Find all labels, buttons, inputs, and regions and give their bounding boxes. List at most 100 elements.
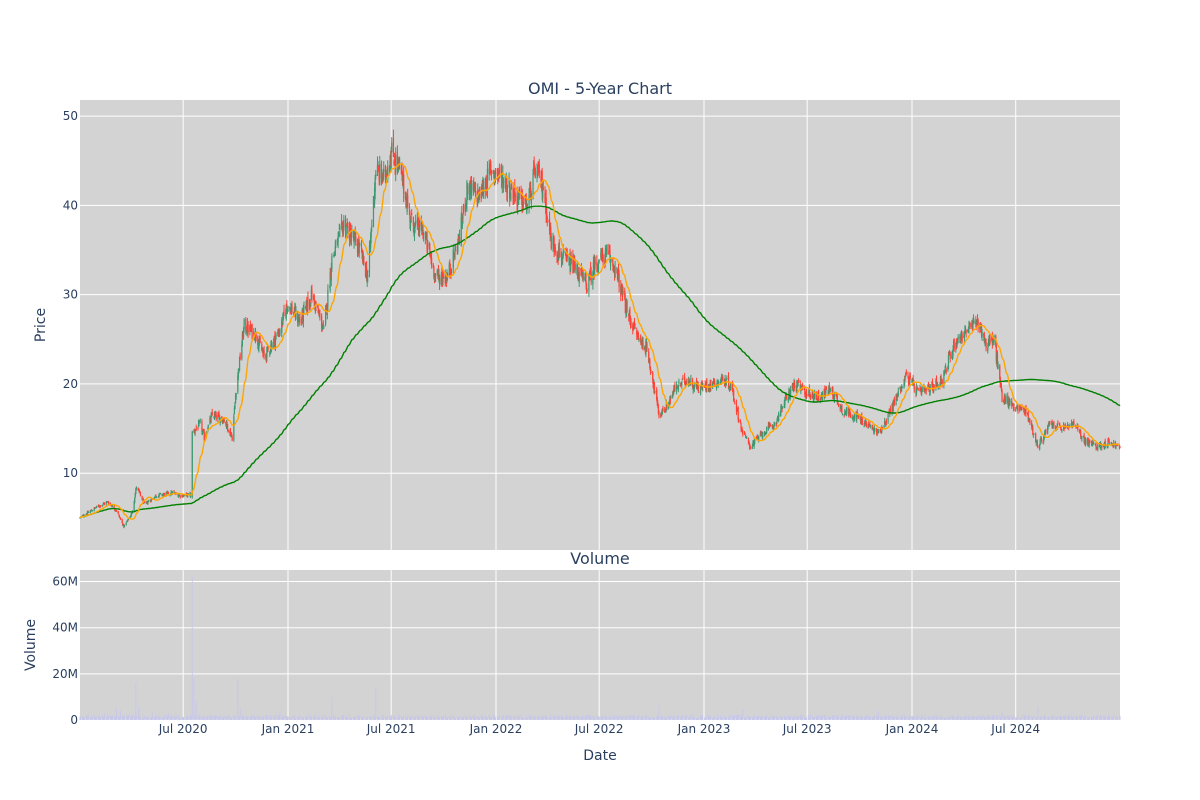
- volume-bar: [151, 711, 153, 720]
- volume-bar: [155, 715, 157, 720]
- moving-average-long-line: [79, 205, 1121, 519]
- candle-body: [460, 217, 462, 246]
- volume-bar: [784, 717, 786, 720]
- candle-body: [1092, 441, 1094, 444]
- candle-body: [329, 271, 331, 291]
- candle-body: [1095, 445, 1097, 449]
- candle-body: [682, 377, 684, 379]
- candle-body: [274, 338, 277, 347]
- volume-bar: [598, 717, 600, 720]
- volume-bar: [900, 717, 902, 720]
- volume-bar: [892, 716, 894, 720]
- volume-bar: [129, 715, 131, 720]
- volume-bar: [578, 717, 580, 720]
- volume-bar: [279, 710, 281, 720]
- volume-bar: [673, 716, 675, 720]
- candle-body: [1056, 427, 1058, 429]
- volume-bar: [951, 717, 953, 720]
- candle-body: [550, 236, 552, 249]
- volume-bar: [969, 717, 971, 720]
- volume-bar: [920, 718, 922, 720]
- candle-body: [98, 506, 100, 508]
- volume-bar: [642, 716, 644, 720]
- volume-bar: [229, 715, 231, 720]
- volume-bar: [759, 716, 761, 720]
- volume-bar: [812, 715, 814, 720]
- volume-bar: [307, 715, 309, 720]
- volume-bar: [841, 714, 843, 720]
- candle-body: [770, 425, 772, 427]
- volume-bar: [885, 717, 887, 720]
- volume-bar: [553, 715, 555, 720]
- volume-bar: [989, 716, 991, 720]
- candle-body: [408, 206, 410, 209]
- volume-bar: [660, 717, 662, 720]
- candle-body: [1049, 423, 1051, 425]
- volume-bar: [688, 718, 690, 720]
- volume-bar: [800, 716, 802, 720]
- candle-body: [325, 309, 327, 325]
- volume-bar: [809, 716, 811, 720]
- candle-body: [908, 383, 910, 385]
- volume-bar: [1015, 717, 1017, 720]
- volume-bar: [267, 715, 269, 720]
- volume-bar: [943, 717, 945, 720]
- candle-body: [510, 183, 512, 189]
- volume-bar: [832, 715, 834, 720]
- candle-body: [173, 491, 175, 493]
- volume-bar: [1049, 716, 1051, 720]
- candle-body: [331, 255, 333, 270]
- candle-body: [656, 389, 658, 400]
- volume-bar: [976, 716, 978, 720]
- volume-bar: [237, 717, 239, 720]
- volume-bar: [346, 716, 348, 720]
- candle-body: [217, 414, 219, 420]
- volume-bar: [255, 718, 257, 720]
- volume-bar: [737, 718, 739, 720]
- volume-bar: [593, 716, 595, 720]
- volume-bar: [250, 715, 252, 720]
- candle-body: [504, 180, 506, 183]
- candle-body: [366, 275, 368, 283]
- candle-body: [730, 383, 732, 390]
- volume-bar: [915, 718, 917, 720]
- volume-bar: [1105, 716, 1107, 720]
- volume-bar: [927, 717, 929, 720]
- volume-bar: [1092, 716, 1094, 720]
- volume-bar: [417, 716, 419, 720]
- volume-bar: [263, 717, 265, 720]
- candle-body: [155, 496, 157, 498]
- candle-body: [698, 391, 700, 393]
- volume-bar: [618, 717, 620, 720]
- volume-bar: [1088, 717, 1090, 720]
- volume-bar: [235, 715, 237, 720]
- candle-body: [199, 420, 201, 422]
- candle-body: [901, 387, 903, 389]
- candle-body: [114, 508, 116, 511]
- volume-bar: [692, 716, 694, 720]
- candle-body: [670, 396, 672, 399]
- volume-bar: [309, 717, 311, 720]
- candle-body: [82, 514, 85, 517]
- volume-bar: [664, 717, 666, 720]
- volume-bar: [693, 717, 695, 720]
- candle-body: [518, 186, 520, 194]
- candle-body: [257, 336, 259, 345]
- candle-body: [103, 503, 106, 505]
- volume-bar: [255, 716, 257, 720]
- candle-body: [903, 382, 905, 389]
- candle-body: [118, 514, 120, 516]
- candle-body: [433, 267, 435, 278]
- volume-bar: [948, 717, 950, 720]
- volume-bar: [865, 718, 867, 720]
- candle-body: [561, 258, 563, 262]
- candle-body: [661, 409, 663, 415]
- candle-body: [815, 391, 817, 400]
- volume-bar: [609, 717, 611, 720]
- candle-body: [1044, 431, 1046, 438]
- volume-bar: [790, 715, 792, 720]
- volume-bar: [644, 715, 646, 720]
- candle-body: [669, 397, 671, 401]
- candle-body: [285, 304, 287, 316]
- volume-bar: [1000, 715, 1002, 720]
